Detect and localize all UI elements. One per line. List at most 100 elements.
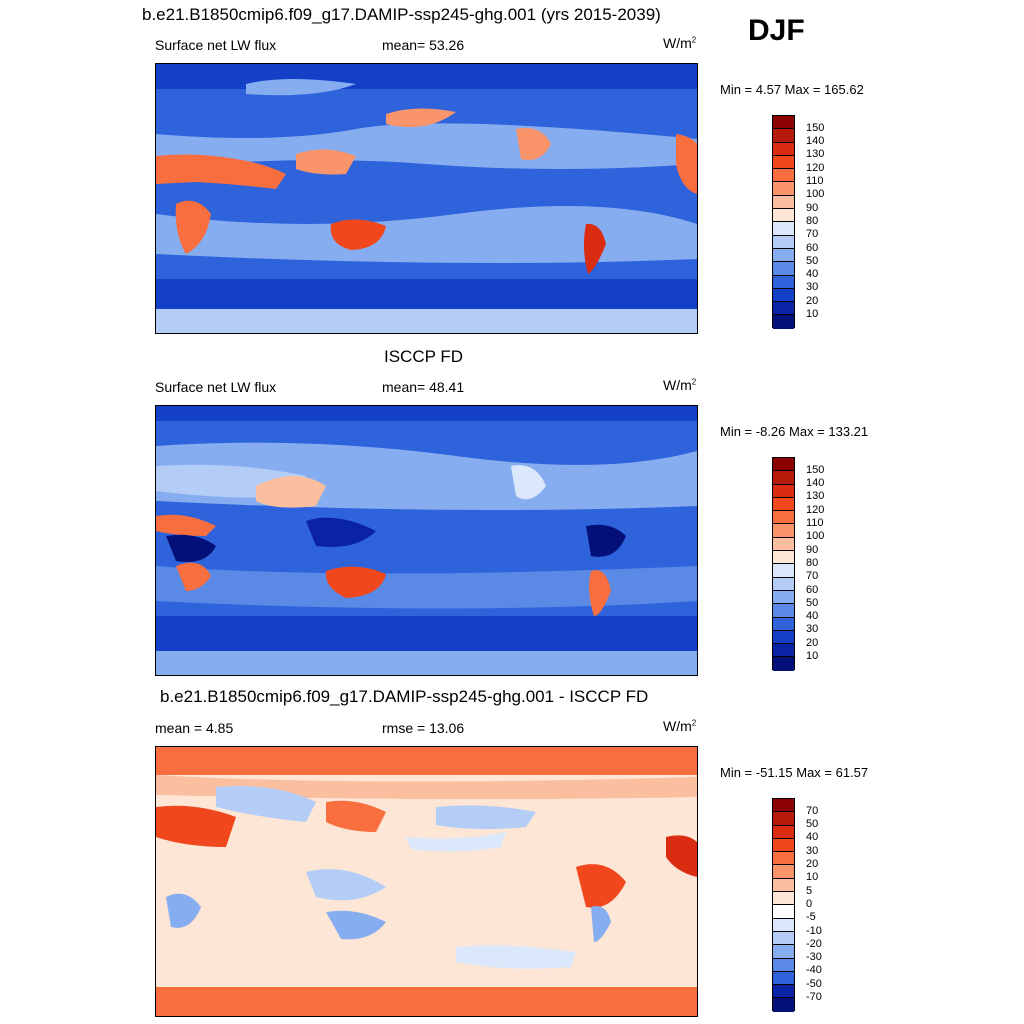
colorbar-segment <box>773 222 794 236</box>
colorbar-tick-label: 120 <box>806 503 825 516</box>
panel-1-colorbar <box>772 115 795 329</box>
colorbar-tick-label: -20 <box>806 937 822 950</box>
colorbar-tick-label: 80 <box>806 556 819 569</box>
panel-3-title: b.e21.B1850cmip6.f09_g17.DAMIP-ssp245-gh… <box>160 687 649 706</box>
colorbar-tick-label: -40 <box>806 964 822 977</box>
panel-3-colorbar <box>772 798 795 1012</box>
colorbar-segment <box>773 604 794 618</box>
colorbar-tick-label: -70 <box>806 991 822 1003</box>
panel-3-units: W/m2 <box>663 718 697 734</box>
colorbar-tick-label: 20 <box>806 636 819 649</box>
panel-1-map <box>155 63 698 334</box>
colorbar-tick-label: 40 <box>806 268 819 281</box>
panel-2-min-max: Min = -8.26 Max = 133.21 <box>720 424 869 439</box>
panel-2-title: ISCCP FD <box>384 347 464 366</box>
panel-3-min-max: Min = -51.15 Max = 61.57 <box>720 765 869 780</box>
colorbar-segment <box>773 484 794 498</box>
colorbar-segment <box>773 116 794 130</box>
colorbar-segment <box>773 657 794 671</box>
colorbar-tick-label: 130 <box>806 148 825 161</box>
colorbar-tick-label: 80 <box>806 214 819 227</box>
colorbar-segment <box>773 878 794 893</box>
colorbar-segment <box>773 945 794 959</box>
colorbar-segment <box>773 537 794 552</box>
colorbar-segment <box>773 852 794 866</box>
colorbar-segment <box>773 825 794 839</box>
colorbar-segment <box>773 799 794 813</box>
colorbar-tick-label: -5 <box>806 911 816 924</box>
colorbar-segment <box>773 838 794 853</box>
colorbar-segment <box>773 302 794 316</box>
colorbar-tick-label: -50 <box>806 977 822 990</box>
panel-2-map <box>155 405 698 676</box>
colorbar-tick-label: 70 <box>806 804 819 817</box>
panel-1-mean-label: mean= 53.26 <box>382 37 465 53</box>
colorbar-segment <box>773 471 794 485</box>
colorbar-tick-label: 50 <box>806 254 819 267</box>
panel-3-rmse-label: rmse = 13.06 <box>382 720 465 736</box>
colorbar-segment <box>773 275 794 289</box>
colorbar-segment <box>773 458 794 472</box>
colorbar-segment <box>773 892 794 906</box>
panel-3-mean-label: mean = 4.85 <box>155 720 234 736</box>
colorbar-segment <box>773 998 794 1012</box>
colorbar-segment <box>773 812 794 826</box>
colorbar-segment <box>773 644 794 658</box>
panel-3-map <box>155 746 698 1017</box>
panel-2-colorbar <box>772 457 795 671</box>
colorbar-tick-label: 90 <box>806 543 819 556</box>
colorbar-tick-label: 10 <box>806 308 819 320</box>
colorbar-segment <box>773 315 794 329</box>
colorbar-segment <box>773 577 794 591</box>
colorbar-tick-label: 30 <box>806 844 819 857</box>
colorbar-tick-label: 60 <box>806 241 819 254</box>
colorbar-segment <box>773 182 794 196</box>
colorbar-segment <box>773 865 794 879</box>
colorbar-segment <box>773 551 794 565</box>
colorbar-tick-label: 30 <box>806 281 819 294</box>
colorbar-tick-label: 20 <box>806 294 819 307</box>
colorbar-tick-label: 30 <box>806 623 819 636</box>
colorbar-segment <box>773 155 794 170</box>
colorbar-segment <box>773 511 794 525</box>
colorbar-tick-label: 10 <box>806 650 819 662</box>
colorbar-segment <box>773 142 794 156</box>
colorbar-segment <box>773 958 794 972</box>
colorbar-tick-label: 150 <box>806 463 825 476</box>
colorbar-tick-label: 140 <box>806 135 825 148</box>
colorbar-segment <box>773 248 794 263</box>
colorbar-tick-label: 50 <box>806 818 819 831</box>
colorbar-tick-label: 50 <box>806 596 819 609</box>
panel-2-variable-label: Surface net LW flux <box>155 379 277 395</box>
colorbar-segment <box>773 630 794 645</box>
panel-1-min-max: Min = 4.57 Max = 165.62 <box>720 82 864 97</box>
colorbar-tick-label: 5 <box>806 884 813 897</box>
colorbar-tick-label: -30 <box>806 951 822 964</box>
colorbar-tick-label: 130 <box>806 490 825 503</box>
panel-1-title: b.e21.B1850cmip6.f09_g17.DAMIP-ssp245-gh… <box>142 5 661 24</box>
colorbar-segment <box>773 235 794 249</box>
colorbar-segment <box>773 262 794 276</box>
colorbar-segment <box>773 590 794 605</box>
colorbar-tick-label: 40 <box>806 610 819 623</box>
colorbar-tick-label: 120 <box>806 161 825 174</box>
colorbar-segment <box>773 931 794 946</box>
colorbar-tick-label: 110 <box>806 517 824 529</box>
colorbar-segment <box>773 288 794 303</box>
colorbar-segment <box>773 985 794 999</box>
panel-2-mean-label: mean= 48.41 <box>382 379 465 395</box>
colorbar-segment <box>773 617 794 631</box>
colorbar-segment <box>773 524 794 538</box>
colorbar-segment <box>773 971 794 986</box>
colorbar-tick-label: 0 <box>806 897 813 910</box>
panel-2-units: W/m2 <box>663 377 697 393</box>
colorbar-tick-label: 100 <box>806 530 825 543</box>
colorbar-segment <box>773 129 794 143</box>
colorbar-tick-label: 40 <box>806 831 819 844</box>
colorbar-tick-label: 70 <box>806 228 819 241</box>
colorbar-segment <box>773 905 794 919</box>
colorbar-segment <box>773 918 794 932</box>
panel-1-variable-label: Surface net LW flux <box>155 37 277 53</box>
colorbar-tick-label: 90 <box>806 201 819 214</box>
season-label: DJF <box>748 14 805 47</box>
